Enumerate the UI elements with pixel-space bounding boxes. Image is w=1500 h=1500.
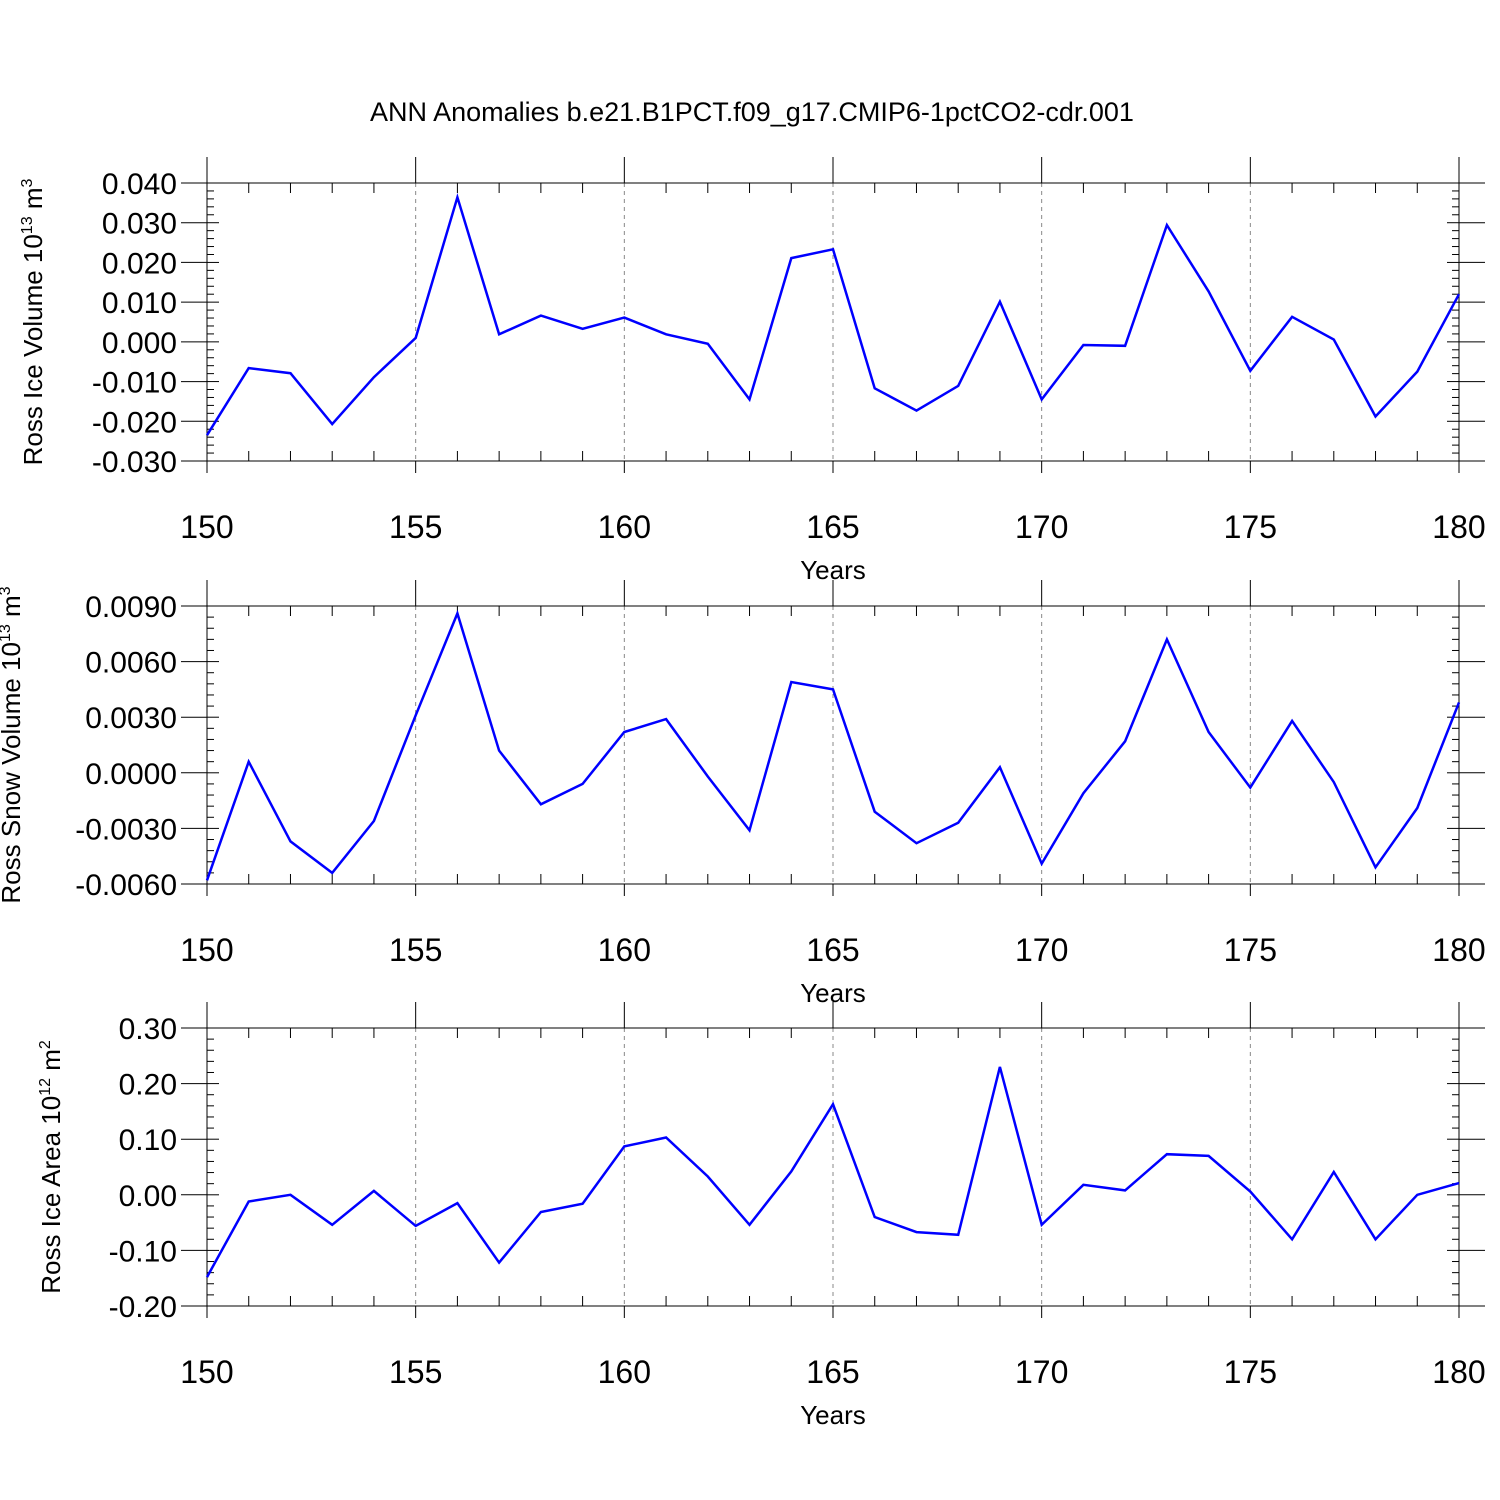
y-axis-label: Ross Ice Area 1012 m2: [36, 1040, 66, 1294]
y-tick-label: -0.030: [92, 446, 177, 479]
y-tick-label: 0.020: [102, 247, 177, 280]
y-tick-label: -0.020: [92, 406, 177, 439]
y-tick-label: -0.10: [109, 1235, 177, 1268]
x-tick-label: 170: [1015, 932, 1068, 968]
panel-3: -0.20 -0.10 0.00 0.10 0.20 0.30 150 155 160 165 17…: [36, 1002, 1486, 1430]
y-tick-label: 0.00: [119, 1180, 177, 1213]
x-tick-label: 150: [180, 509, 233, 545]
y-tick-label: 0.0060: [85, 647, 177, 680]
y-axis-label: Ross Snow Volume 1013 m3: [0, 586, 26, 903]
series-line: [205, 192, 1461, 436]
y-tick-label: 0.0030: [85, 702, 177, 735]
y-tick-label: -0.0030: [75, 813, 177, 846]
x-tick-label: 165: [806, 932, 859, 968]
x-tick-label: 175: [1224, 509, 1277, 545]
y-tick-label: 0.20: [119, 1069, 177, 1102]
y-tick-label: 0.30: [119, 1013, 177, 1046]
series-line: [205, 1066, 1460, 1278]
x-tick-label: 170: [1015, 509, 1068, 545]
y-tick-label: 0.0000: [85, 758, 177, 791]
x-tick-label: 165: [806, 509, 859, 545]
y-tick-label: 0.040: [102, 168, 177, 201]
y-tick-label: -0.0060: [75, 869, 177, 902]
x-tick-label: 150: [180, 1354, 233, 1390]
y-tick-label: 0.0090: [85, 591, 177, 624]
x-tick-label: 180: [1432, 1354, 1485, 1390]
y-axis-label: Ross Ice Volume 1013 m3: [18, 178, 48, 465]
x-tick-label: 155: [389, 509, 442, 545]
panel-1: -0.030 -0.020 -0.010 0.000 0.010 0.020 0.030 0.…: [18, 157, 1486, 585]
x-tick-label: 175: [1224, 932, 1277, 968]
y-tick-label: 0.030: [102, 208, 177, 241]
x-tick-label: 160: [598, 932, 651, 968]
x-tick-label: 155: [389, 1354, 442, 1390]
chart-title: ANN Anomalies b.e21.B1PCT.f09_g17.CMIP6-…: [370, 97, 1134, 127]
x-axis-label: Years: [800, 1400, 866, 1430]
x-tick-label: 180: [1432, 509, 1485, 545]
y-tick-label: 0.000: [102, 327, 177, 360]
x-tick-label: 170: [1015, 1354, 1068, 1390]
x-tick-label: 165: [806, 1354, 859, 1390]
panel-2: -0.0060 -0.0030 0.0000 0.0030 0.0060 0.0090 15…: [0, 580, 1486, 1008]
y-tick-label: 0.010: [102, 287, 177, 320]
panels: -0.030 -0.020 -0.010 0.000 0.010 0.020 0.030 0.…: [0, 157, 1486, 1430]
x-tick-label: 180: [1432, 932, 1485, 968]
x-tick-label: 175: [1224, 1354, 1277, 1390]
x-tick-label: 155: [389, 932, 442, 968]
y-tick-label: -0.010: [92, 367, 177, 400]
x-tick-label: 160: [598, 509, 651, 545]
y-tick-label: -0.20: [109, 1291, 177, 1324]
series-line: [205, 609, 1461, 881]
y-tick-label: 0.10: [119, 1124, 177, 1157]
x-tick-label: 160: [598, 1354, 651, 1390]
x-tick-label: 150: [180, 932, 233, 968]
